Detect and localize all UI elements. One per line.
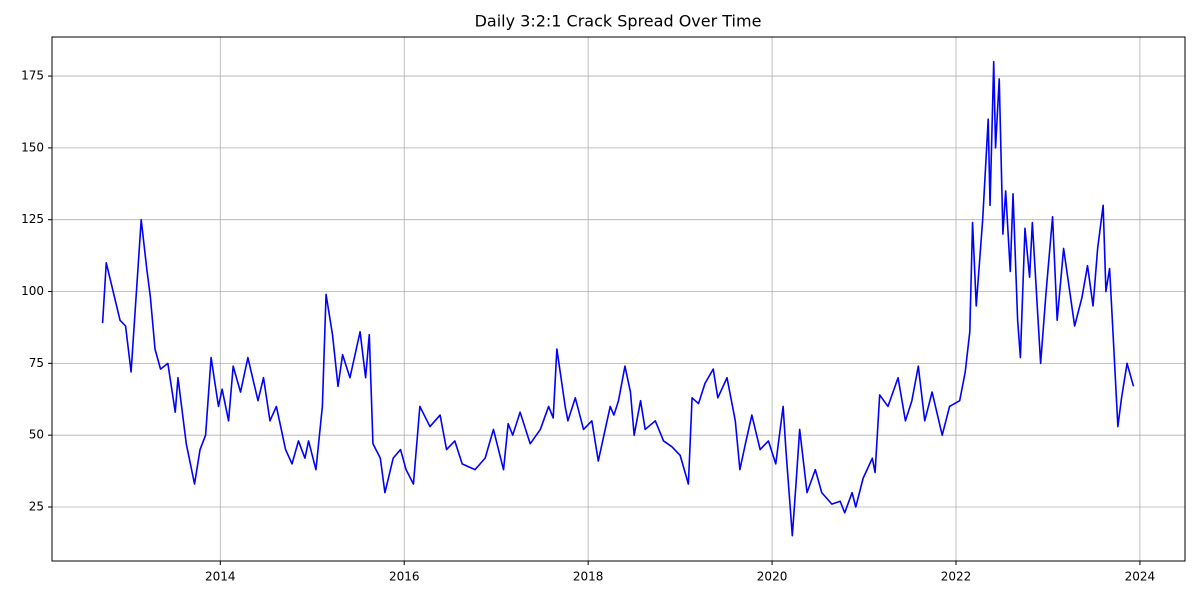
y-tick-label: 125 [21,212,44,226]
chart-title: Daily 3:2:1 Crack Spread Over Time [475,12,762,31]
y-tick-label: 50 [29,428,44,442]
plot-frame [51,36,1186,562]
x-tick-label: 2018 [573,570,604,584]
x-tick-label: 2014 [205,570,236,584]
y-tick-label: 25 [29,499,44,513]
x-tick-label: 2022 [941,570,972,584]
x-tick-label: 2024 [1125,570,1156,584]
y-tick-label: 75 [29,356,44,370]
x-tick-label: 2020 [757,570,788,584]
y-tick-label: 175 [21,69,44,83]
y-tick-label: 100 [21,284,44,298]
y-tick-label: 150 [21,140,44,154]
x-tick-label: 2016 [389,570,420,584]
data-line [101,60,1135,537]
